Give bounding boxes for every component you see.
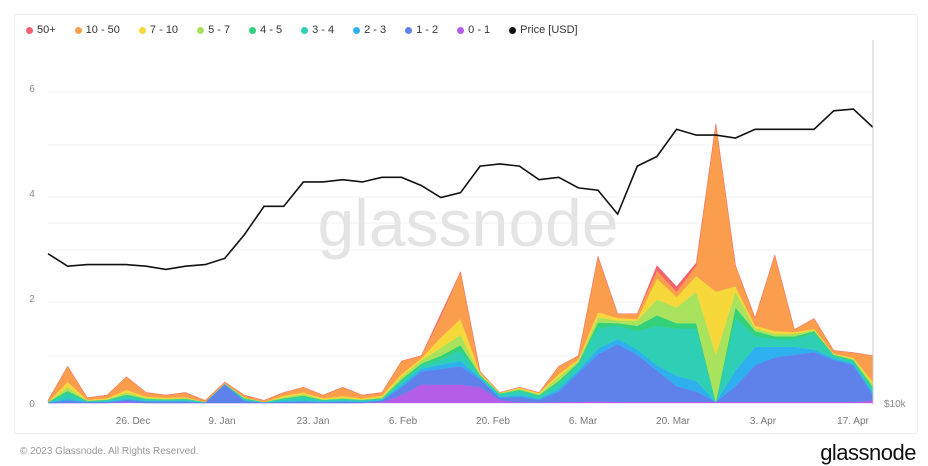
legend-label: 10 - 50 xyxy=(85,24,120,36)
x-tick-label: 20. Feb xyxy=(476,416,510,427)
legend-item-50-[interactable]: 50+ xyxy=(26,24,56,36)
legend-label: 0 - 1 xyxy=(468,24,491,36)
x-tick-label: 6. Mar xyxy=(569,416,598,427)
legend-label: 4 - 5 xyxy=(260,24,283,36)
legend-dot-icon xyxy=(405,26,413,34)
legend-item-7-10[interactable]: 7 - 10 xyxy=(138,24,179,36)
x-tick-label: 17. Apr xyxy=(837,416,869,427)
legend-label: 5 - 7 xyxy=(208,24,231,36)
legend-dot-icon xyxy=(197,26,205,34)
y-tick-label: 0 xyxy=(29,399,35,410)
y-tick-label: 4 xyxy=(29,189,35,200)
copyright-text: © 2023 Glassnode. All Rights Reserved. xyxy=(20,446,199,457)
legend-item-2-3[interactable]: 2 - 3 xyxy=(353,24,386,36)
right-axis-label: $10k xyxy=(884,399,907,410)
legend-item-3-4[interactable]: 3 - 4 xyxy=(301,24,334,36)
legend-item-5-7[interactable]: 5 - 7 xyxy=(197,24,230,36)
legend-dot-icon xyxy=(509,26,517,34)
legend-dot-icon xyxy=(138,26,146,34)
x-tick-label: 3. Apr xyxy=(750,416,777,427)
x-tick-label: 26. Dec xyxy=(116,416,150,427)
legend-label: 3 - 4 xyxy=(312,24,335,36)
legend-label: 1 - 2 xyxy=(416,24,439,36)
legend-item-price-usd-[interactable]: Price [USD] xyxy=(509,24,578,36)
y-tick-label: 6 xyxy=(29,84,35,95)
watermark-text: glassnode xyxy=(318,186,619,260)
y-tick-label: 2 xyxy=(29,294,35,305)
chart-legend: 50+ 10 - 50 7 - 10 5 - 7 4 - 5 3 - 4 2 - 3 1 - … xyxy=(26,24,597,36)
legend-item-1-2[interactable]: 1 - 2 xyxy=(405,24,438,36)
x-tick-label: 23. Jan xyxy=(297,416,330,427)
legend-item-10-50[interactable]: 10 - 50 xyxy=(74,24,120,36)
x-tick-label: 20. Mar xyxy=(656,416,691,427)
legend-label: Price [USD] xyxy=(520,24,578,36)
legend-dot-icon xyxy=(353,26,361,34)
x-tick-label: 6. Feb xyxy=(389,416,418,427)
legend-dot-icon xyxy=(74,26,82,34)
legend-label: 50+ xyxy=(37,24,56,36)
legend-dot-icon xyxy=(249,26,257,34)
stacked-area-chart: glassnode 0 2 4 6 $10k 26. Dec 9. Jan 23. Jan 6. … xyxy=(29,40,907,427)
x-tick-label: 9. Jan xyxy=(208,416,235,427)
legend-label: 2 - 3 xyxy=(364,24,387,36)
legend-item-4-5[interactable]: 4 - 5 xyxy=(249,24,282,36)
price-line xyxy=(47,108,874,271)
legend-dot-icon xyxy=(301,26,309,34)
legend-label: 7 - 10 xyxy=(149,24,179,36)
legend-dot-icon xyxy=(26,26,33,34)
legend-dot-icon xyxy=(457,26,465,34)
glassnode-logo: glassnode xyxy=(820,440,916,465)
legend-item-0-1[interactable]: 0 - 1 xyxy=(457,24,490,36)
